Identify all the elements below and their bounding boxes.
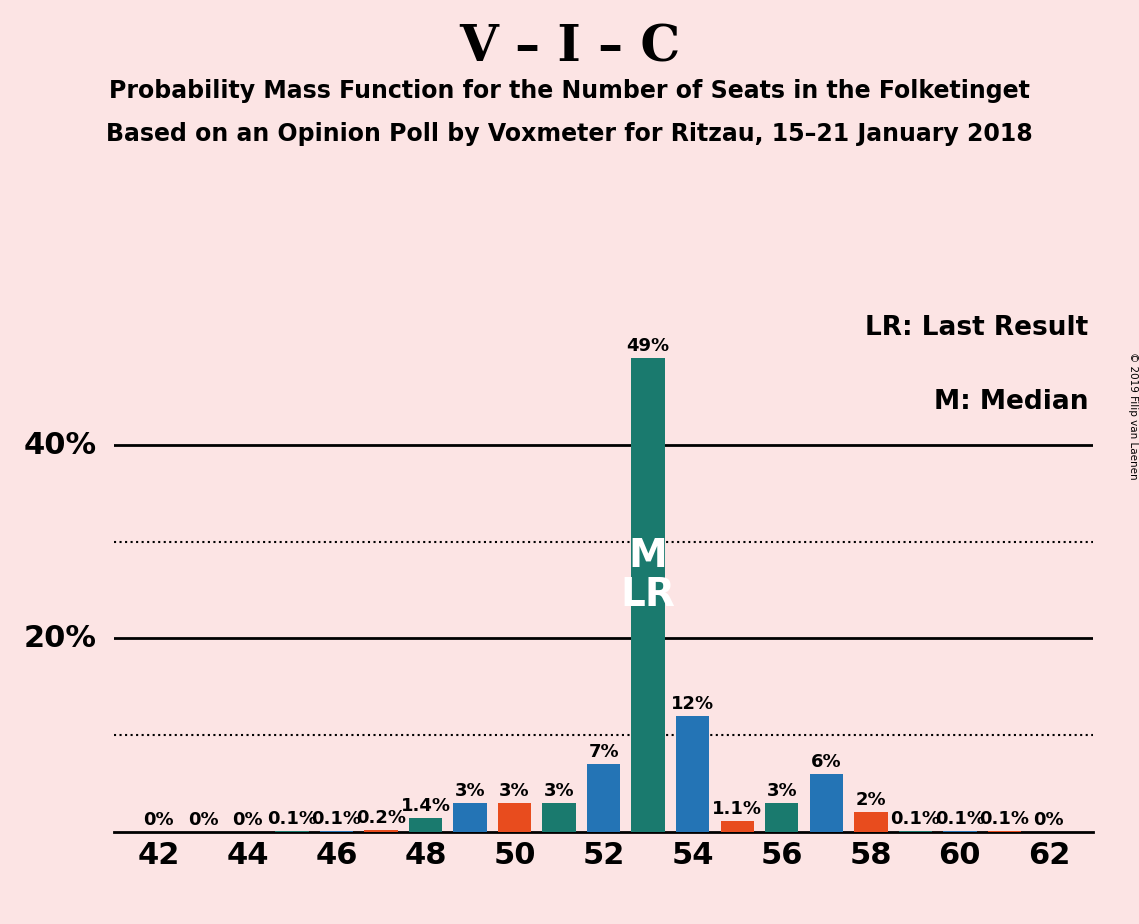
Text: 0.2%: 0.2% — [357, 808, 405, 827]
Text: 0.1%: 0.1% — [935, 809, 985, 828]
Text: M: M — [629, 537, 667, 575]
Bar — [988, 831, 1021, 832]
Bar — [276, 831, 309, 832]
Text: 0.1%: 0.1% — [891, 809, 941, 828]
Text: 0%: 0% — [232, 810, 263, 829]
Text: 7%: 7% — [589, 743, 618, 761]
Text: 40%: 40% — [24, 431, 97, 459]
Bar — [453, 803, 486, 832]
Text: 49%: 49% — [626, 337, 670, 355]
Bar — [899, 831, 932, 832]
Bar — [587, 764, 621, 832]
Text: LR: LR — [621, 576, 675, 614]
Bar — [631, 359, 665, 832]
Bar — [409, 818, 442, 832]
Text: 12%: 12% — [671, 695, 714, 712]
Text: 3%: 3% — [499, 782, 530, 799]
Text: 3%: 3% — [543, 782, 574, 799]
Text: Probability Mass Function for the Number of Seats in the Folketinget: Probability Mass Function for the Number… — [109, 79, 1030, 103]
Text: 0.1%: 0.1% — [312, 809, 361, 828]
Text: 0.1%: 0.1% — [980, 809, 1030, 828]
Text: © 2019 Filip van Laenen: © 2019 Filip van Laenen — [1129, 352, 1138, 480]
Bar — [677, 715, 710, 832]
Bar — [364, 830, 398, 832]
Text: 0%: 0% — [1033, 810, 1064, 829]
Text: 20%: 20% — [24, 624, 97, 653]
Bar — [943, 831, 976, 832]
Text: 0%: 0% — [144, 810, 174, 829]
Bar — [320, 831, 353, 832]
Bar — [854, 812, 887, 832]
Bar — [721, 821, 754, 832]
Bar — [498, 803, 531, 832]
Bar — [765, 803, 798, 832]
Text: LR: Last Result: LR: Last Result — [866, 315, 1089, 342]
Text: V – I – C: V – I – C — [459, 23, 680, 72]
Text: 0%: 0% — [188, 810, 219, 829]
Bar — [542, 803, 576, 832]
Text: M: Median: M: Median — [934, 389, 1089, 415]
Text: Based on an Opinion Poll by Voxmeter for Ritzau, 15–21 January 2018: Based on an Opinion Poll by Voxmeter for… — [106, 122, 1033, 146]
Bar — [810, 773, 843, 832]
Text: 1.1%: 1.1% — [712, 800, 762, 818]
Text: 0.1%: 0.1% — [267, 809, 317, 828]
Text: 3%: 3% — [454, 782, 485, 799]
Text: 2%: 2% — [855, 791, 886, 809]
Text: 6%: 6% — [811, 753, 842, 771]
Text: 3%: 3% — [767, 782, 797, 799]
Text: 1.4%: 1.4% — [401, 797, 451, 815]
